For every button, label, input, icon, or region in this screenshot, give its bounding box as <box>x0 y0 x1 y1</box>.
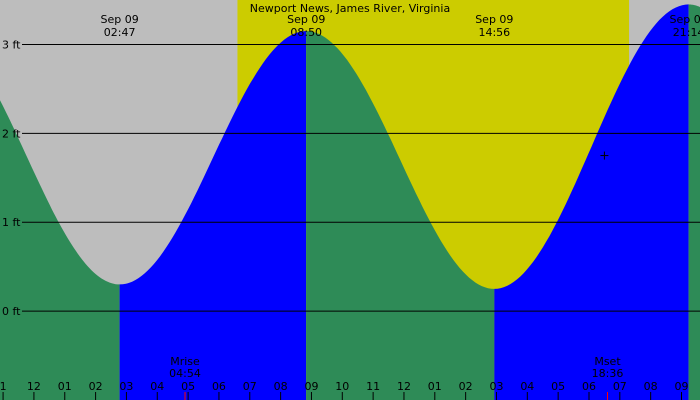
x-tick-label: 02 <box>459 380 473 393</box>
x-tick-label: 12 <box>397 380 411 393</box>
tide-rising-segment <box>494 4 689 400</box>
x-tick-label: 05 <box>181 380 195 393</box>
tide-event-date: Sep 09 <box>475 13 513 26</box>
x-tick-label: 03 <box>119 380 133 393</box>
y-tick-label: 1 ft <box>2 216 21 229</box>
moon-event-time: 04:54 <box>169 367 201 380</box>
x-tick-label: 03 <box>489 380 503 393</box>
label-layer: Newport News, James River, Virginia 0 ft… <box>0 2 700 393</box>
tide-falling-segment <box>0 100 120 400</box>
x-tick-label: 12 <box>27 380 41 393</box>
x-tick-label: 07 <box>613 380 627 393</box>
x-tick-label: 09 <box>674 380 688 393</box>
x-tick-label: 08 <box>644 380 658 393</box>
y-tick-label: 2 ft <box>2 127 21 140</box>
y-tick-label: 3 ft <box>2 38 21 51</box>
x-tick-label: 1 <box>0 380 7 393</box>
tide-event-time: 08:50 <box>290 26 322 39</box>
tide-rising-segment <box>119 31 307 400</box>
x-tick-label: 04 <box>150 380 164 393</box>
gridline-layer <box>2 43 700 400</box>
tide-area-layer <box>0 4 700 400</box>
x-tick-label: 09 <box>304 380 318 393</box>
tide-event-date: Sep 09 <box>101 13 139 26</box>
moon-event-time: 18:36 <box>592 367 624 380</box>
x-tick-label: 07 <box>243 380 257 393</box>
tide-event-time: 02:47 <box>104 26 136 39</box>
moon-event-label: Mset <box>594 355 621 368</box>
y-tick-label: 0 ft <box>2 305 21 318</box>
x-tick-label: 01 <box>58 380 72 393</box>
x-tick-label: 10 <box>335 380 349 393</box>
tide-event-date: Sep 09 <box>287 13 325 26</box>
x-tick-label: 04 <box>520 380 534 393</box>
x-tick-label: 06 <box>212 380 226 393</box>
x-tick-label: 02 <box>89 380 103 393</box>
tide-event-time: 21:14 <box>673 26 700 39</box>
x-tick-label: 06 <box>582 380 596 393</box>
tide-event-date: Sep 09 <box>669 13 700 26</box>
tide-event-time: 14:56 <box>478 26 510 39</box>
tide-falling-segment <box>306 31 495 400</box>
moon-event-label: Mrise <box>170 355 200 368</box>
x-tick-label: 11 <box>366 380 380 393</box>
tide-falling-segment <box>688 4 700 400</box>
x-tick-label: 01 <box>428 380 442 393</box>
x-tick-label: 08 <box>274 380 288 393</box>
chart-title: Newport News, James River, Virginia <box>250 2 450 15</box>
x-tick-label: 05 <box>551 380 565 393</box>
